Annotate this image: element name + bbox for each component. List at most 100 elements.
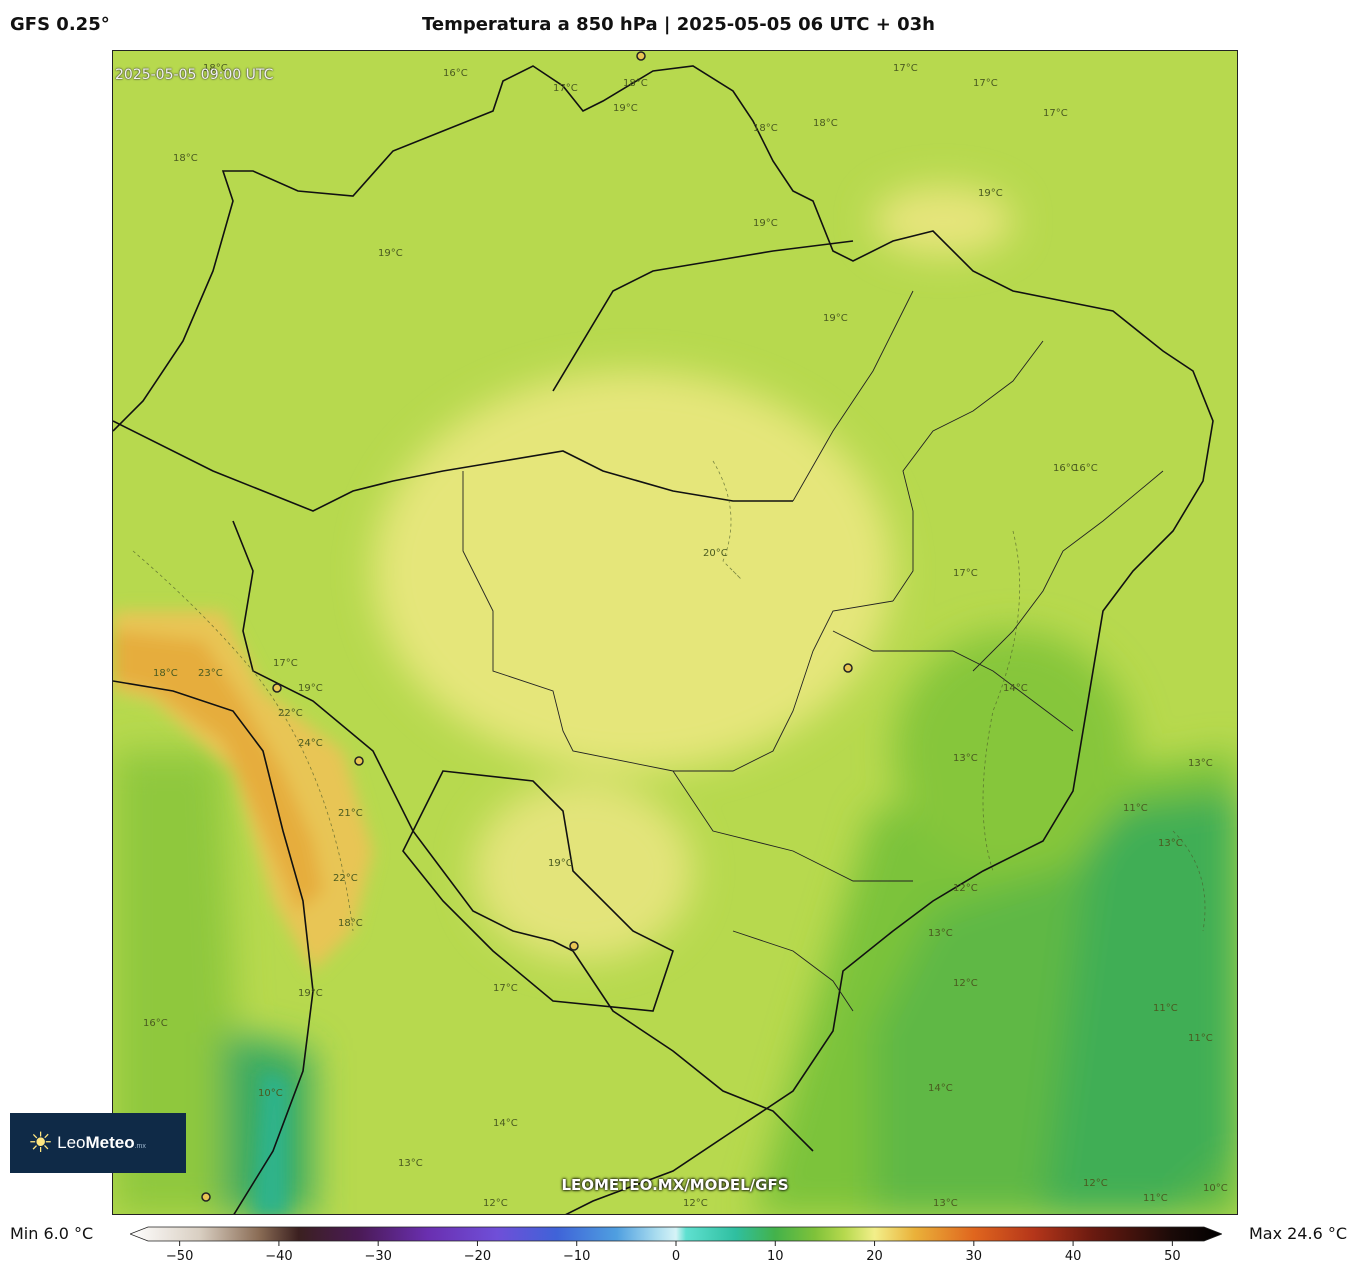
colorbar-tick-label: −40 — [265, 1249, 292, 1264]
colorbar-tick-label: −10 — [563, 1249, 590, 1264]
contour-label: 24°C — [298, 738, 323, 749]
contour-label: 16°C — [1053, 463, 1078, 474]
colorbar-tick-label: 30 — [966, 1249, 983, 1264]
argentina-brazil-border — [572, 950, 814, 1152]
contour-label: 10°C — [1203, 1183, 1228, 1194]
logo-brand-bold: Meteo — [85, 1133, 135, 1152]
contour-label: 16°C — [443, 68, 468, 79]
chile-argentina-border — [113, 680, 314, 1214]
colorbar-tick-label: 40 — [1065, 1249, 1082, 1264]
contour-label: 19°C — [978, 188, 1003, 199]
contour-label: 12°C — [953, 978, 978, 989]
contour-label: 19°C — [753, 218, 778, 229]
andes-hot-core — [113, 631, 323, 911]
andes-coldest-core — [253, 1071, 288, 1214]
contour-label: 11°C — [1123, 803, 1148, 814]
contour-label: 11°C — [1188, 1033, 1213, 1044]
min-temp-label: Min 6.0 °C — [10, 1224, 94, 1243]
contour-label: 17°C — [1043, 108, 1068, 119]
contour-label: 17°C — [953, 568, 978, 579]
cool-minas-zone — [893, 631, 1133, 871]
contour-label: 18°C — [153, 668, 178, 679]
warm-paraguay-zone — [473, 781, 693, 961]
colorbar-tick-label: 10 — [767, 1249, 784, 1264]
contour-label: 13°C — [1158, 838, 1183, 849]
city-marker — [354, 756, 364, 766]
contour-label: 17°C — [553, 83, 578, 94]
city-marker — [843, 663, 853, 673]
contour-label: 14°C — [1003, 683, 1028, 694]
state-borders — [462, 290, 1164, 1012]
city-markers — [201, 51, 853, 1202]
coolest-ocean-zone — [1043, 791, 1237, 1214]
map-canvas: 18°C 16°C 17°C 17°C 17°C 17°C 18°C 18°C 18°C 18°C… — [113, 51, 1237, 1214]
colorbar: −50 −40 −30 −20 −10 0 10 20 30 40 50 — [130, 1226, 1222, 1264]
contour-label: 16°C — [1073, 463, 1098, 474]
temperature-map: 18°C 16°C 17°C 17°C 17°C 17°C 18°C 18°C 18°C 18°C… — [112, 50, 1238, 1215]
contour-label: 19°C — [378, 248, 403, 259]
contour-label: 14°C — [928, 1083, 953, 1094]
contour-label: 18°C — [623, 78, 648, 89]
contour-label: 17°C — [273, 658, 298, 669]
contour-label: 17°C — [973, 78, 998, 89]
contour-label: 18°C — [338, 918, 363, 929]
warm-interior-zone — [373, 371, 893, 771]
paraguay-border — [402, 770, 674, 1012]
colorbar-tick-label: 50 — [1164, 1249, 1181, 1264]
colorbar-strip — [130, 1226, 1222, 1242]
contour-label: 11°C — [1143, 1193, 1168, 1204]
pacific-cool-zone — [113, 751, 243, 1214]
contour-label: 13°C — [953, 753, 978, 764]
contour-label: 22°C — [278, 708, 303, 719]
logo-text: LeoMeteo.mx — [57, 1133, 146, 1153]
contour-label: 18°C — [203, 63, 228, 74]
model-label: GFS 0.25° — [10, 14, 110, 35]
amazon-state-border — [113, 420, 793, 512]
contour-label: 19°C — [548, 858, 573, 869]
contour-label: 19°C — [823, 313, 848, 324]
contour-label: 17°C — [493, 983, 518, 994]
contour-label: 19°C — [298, 683, 323, 694]
warm-atlantic-patch — [873, 186, 1013, 256]
brazil-outline — [113, 65, 1214, 1214]
contour-label: 12°C — [953, 883, 978, 894]
contour-label: 12°C — [1083, 1178, 1108, 1189]
contour-label: 23°C — [198, 668, 223, 679]
contour-label: 14°C — [493, 1118, 518, 1129]
contour-label: 12°C — [483, 1198, 508, 1209]
contour-label: 18°C — [173, 153, 198, 164]
contour-label: 20°C — [703, 548, 728, 559]
city-marker — [569, 941, 579, 951]
city-marker — [201, 1192, 211, 1202]
site-watermark[interactable]: LEOMETEO.MX/MODEL/GFS — [561, 1176, 789, 1194]
city-marker — [636, 51, 646, 61]
country-borders — [113, 65, 1214, 1214]
contour-label: 18°C — [753, 123, 778, 134]
colorbar-tick-label: −20 — [464, 1249, 491, 1264]
contour-label: 22°C — [333, 873, 358, 884]
colorbar-tick-label: −30 — [364, 1249, 391, 1264]
isotherms — [132, 460, 1206, 932]
leometeo-logo[interactable]: ☀ LeoMeteo.mx — [10, 1113, 186, 1173]
contour-label: 21°C — [338, 808, 363, 819]
colorbar-ticks: −50 −40 −30 −20 −10 0 10 20 30 40 50 — [166, 1241, 1181, 1264]
sun-icon: ☀ — [28, 1126, 54, 1159]
contour-label: 13°C — [933, 1198, 958, 1209]
colorbar-tick-label: 20 — [866, 1249, 883, 1264]
contour-label: 13°C — [1188, 758, 1213, 769]
contour-label: 12°C — [683, 1198, 708, 1209]
contour-label: 10°C — [258, 1088, 283, 1099]
city-marker — [272, 683, 282, 693]
contour-label: 17°C — [893, 63, 918, 74]
bolivia-border — [232, 520, 574, 952]
map-title: Temperatura a 850 hPa | 2025-05-05 06 UT… — [421, 14, 935, 35]
colorbar-tick-label: 0 — [672, 1249, 680, 1264]
contour-label: 18°C — [813, 118, 838, 129]
valid-time: 2025-05-05 09:00 UTC — [115, 67, 274, 83]
contour-label: 13°C — [398, 1158, 423, 1169]
contour-labels: 18°C 16°C 17°C 17°C 17°C 17°C 18°C 18°C 18°C 18°C… — [143, 63, 1228, 1209]
colorbar-tick-label: −50 — [166, 1249, 193, 1264]
contour-label: 13°C — [928, 928, 953, 939]
max-temp-label: Max 24.6 °C — [1248, 1224, 1347, 1243]
contour-label: 19°C — [613, 103, 638, 114]
